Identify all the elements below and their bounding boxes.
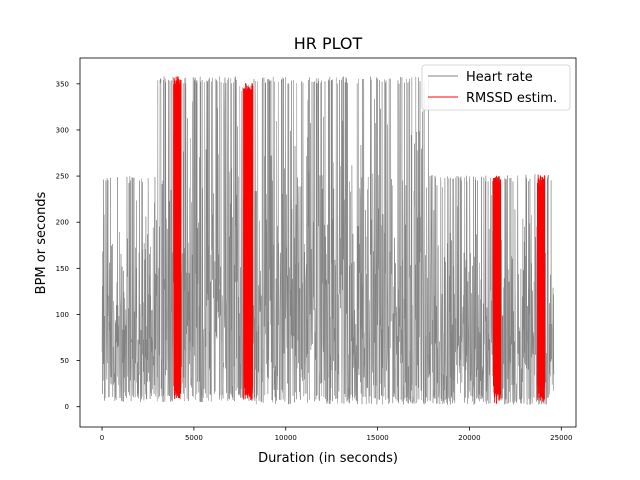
heart-rate-line bbox=[428, 174, 555, 405]
x-axis-ticks: 0 5000 10000 15000 20000 25000 bbox=[100, 427, 572, 442]
y-tick-label: 200 bbox=[56, 219, 69, 227]
y-tick-label: 50 bbox=[60, 357, 69, 365]
y-tick-label: 150 bbox=[56, 265, 69, 273]
y-tick-label: 100 bbox=[56, 311, 69, 319]
x-tick-label: 0 bbox=[100, 434, 104, 442]
legend-label-heart-rate: Heart rate bbox=[466, 70, 533, 85]
legend-box bbox=[421, 64, 571, 111]
y-tick-label: 250 bbox=[56, 173, 69, 181]
legend: Heart rate RMSSD estim. bbox=[421, 64, 571, 111]
x-tick-label: 15000 bbox=[366, 434, 388, 442]
axes-frame bbox=[79, 57, 577, 428]
y-tick-label: 0 bbox=[65, 403, 69, 411]
legend-label-rmssd: RMSSD estim. bbox=[466, 91, 557, 106]
x-axis-label: Duration (in seconds) bbox=[258, 451, 398, 466]
x-tick-label: 5000 bbox=[185, 434, 203, 442]
heart-rate-line bbox=[101, 176, 158, 403]
y-tick-label: 350 bbox=[56, 80, 69, 88]
x-tick-label: 20000 bbox=[458, 434, 480, 442]
heart-rate-line bbox=[252, 76, 430, 405]
chart-title: HR PLOT bbox=[294, 34, 363, 53]
x-tick-label: 10000 bbox=[275, 434, 297, 442]
rmssd-line bbox=[536, 174, 546, 403]
rmssd-line bbox=[173, 76, 182, 400]
y-axis-ticks: 0 50 100 150 200 250 300 350 bbox=[56, 80, 80, 411]
rmssd-line bbox=[243, 82, 254, 401]
y-axis-label: BPM or seconds bbox=[34, 191, 49, 294]
heart-rate-line bbox=[184, 76, 241, 402]
plot-area bbox=[79, 57, 577, 428]
x-tick-label: 25000 bbox=[550, 434, 572, 442]
series-layer bbox=[101, 76, 555, 405]
rmssd-line bbox=[492, 175, 502, 404]
y-tick-label: 300 bbox=[56, 126, 69, 134]
